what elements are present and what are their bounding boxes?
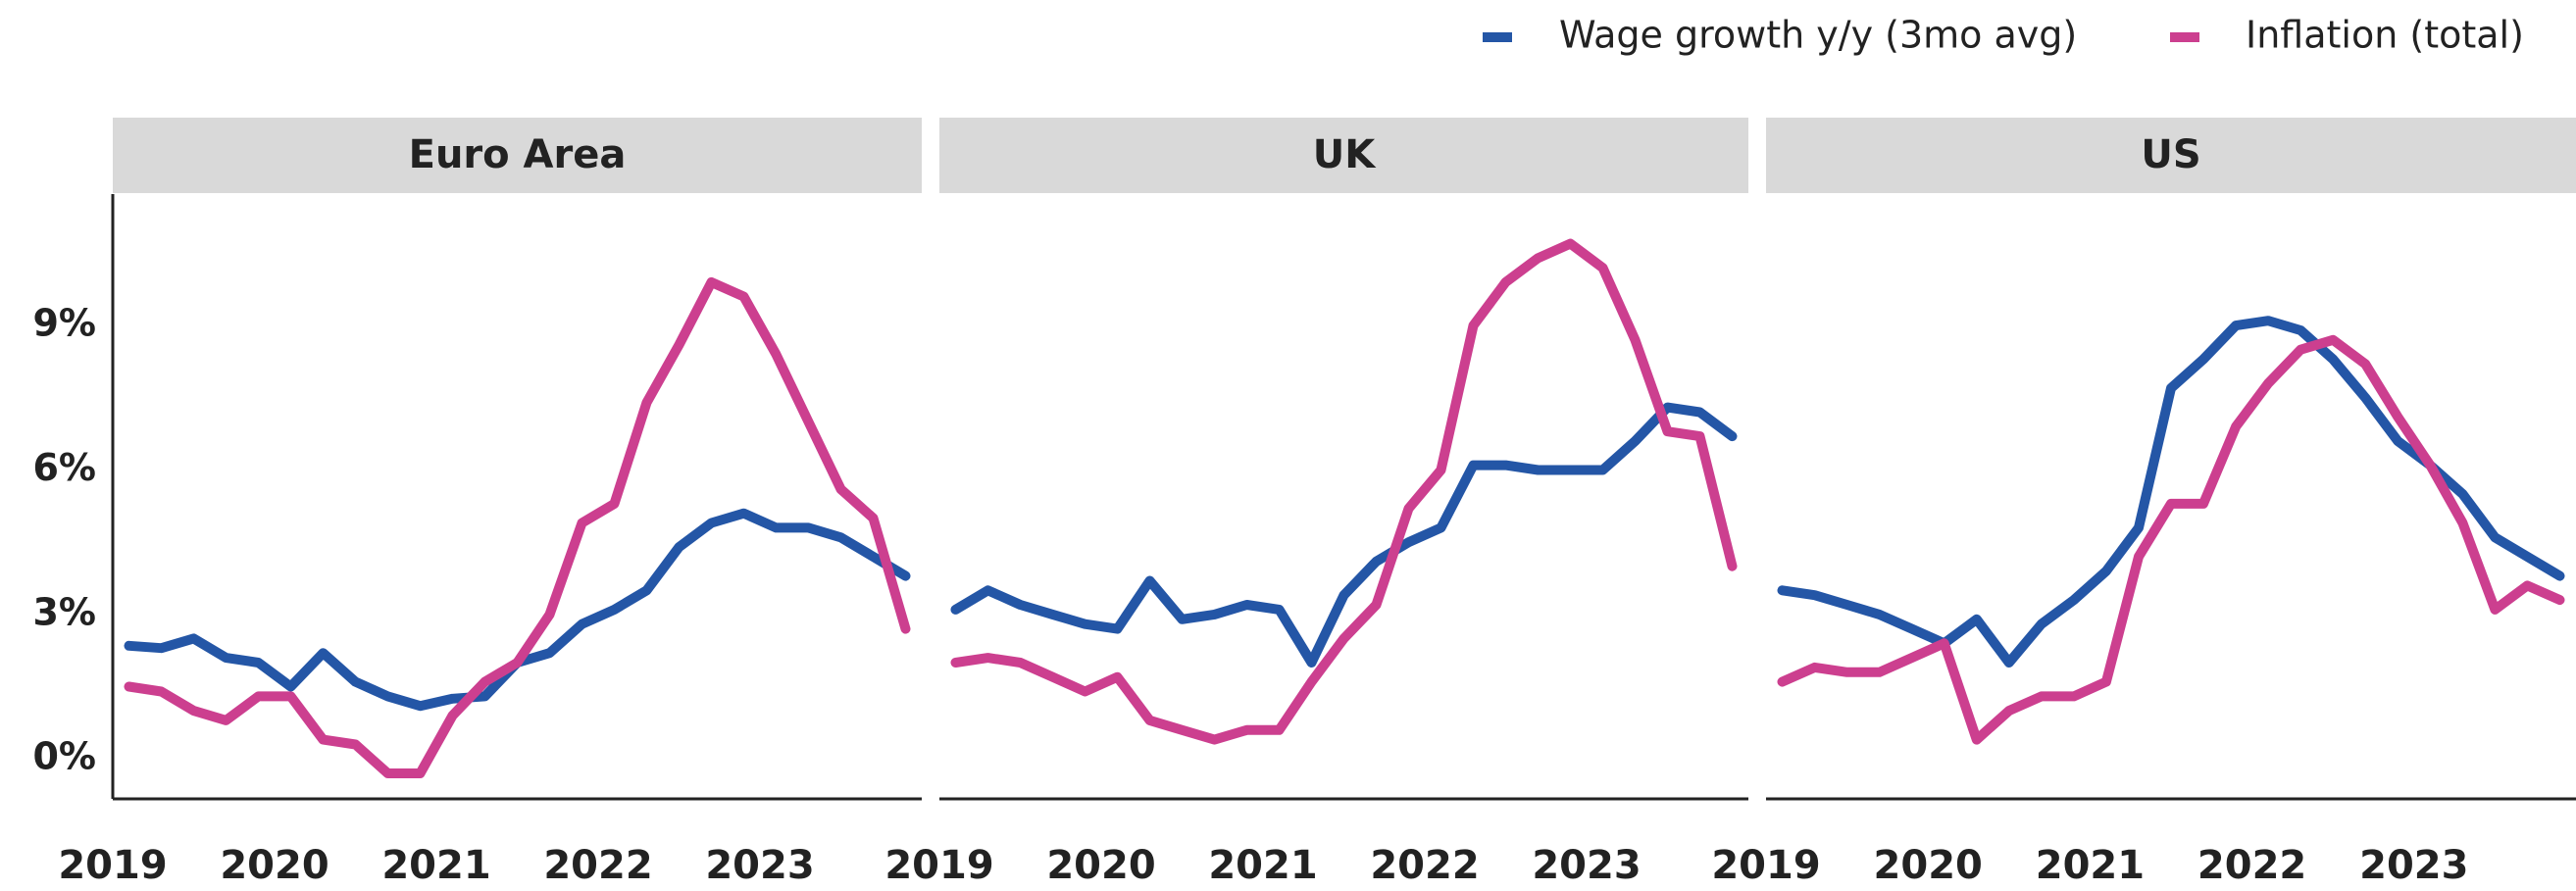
y-tick-label: 3% bbox=[32, 590, 96, 633]
series-line bbox=[950, 402, 1738, 668]
x-tick-label: 2021 bbox=[1208, 843, 1317, 888]
panel-strip bbox=[1766, 118, 2576, 193]
x-tick-label: 2019 bbox=[58, 843, 167, 888]
legend-label: Wage growth y/y (3mo avg) bbox=[1559, 14, 2077, 57]
x-tick-label: 2022 bbox=[543, 843, 652, 888]
series-line bbox=[124, 276, 911, 778]
x-tick-label: 2022 bbox=[1370, 843, 1479, 888]
x-tick-label: 2022 bbox=[2197, 843, 2306, 888]
x-tick-label: 2020 bbox=[1046, 843, 1155, 888]
panel-strip bbox=[113, 118, 922, 193]
legend-label: Inflation (total) bbox=[2246, 14, 2524, 57]
y-tick-label: 6% bbox=[32, 446, 96, 489]
x-tick-label: 2019 bbox=[884, 843, 993, 888]
x-tick-label: 2023 bbox=[705, 843, 814, 888]
x-tick-label: 2019 bbox=[1711, 843, 1820, 888]
x-tick-label: 2020 bbox=[1874, 843, 1983, 888]
x-tick-label: 2020 bbox=[220, 843, 328, 888]
panel-strip bbox=[939, 118, 1748, 193]
x-tick-label: 2023 bbox=[1532, 843, 1641, 888]
panel-title: Euro Area bbox=[409, 132, 627, 177]
panel-title: UK bbox=[1313, 132, 1377, 177]
series-line bbox=[124, 508, 911, 712]
series-line bbox=[1777, 334, 2565, 745]
x-tick-label: 2021 bbox=[2036, 843, 2145, 888]
x-tick-label: 2021 bbox=[381, 843, 490, 888]
x-tick-label: 2023 bbox=[2359, 843, 2468, 888]
y-tick-label: 9% bbox=[32, 302, 96, 345]
y-tick-label: 0% bbox=[32, 735, 96, 778]
series-line bbox=[950, 238, 1738, 745]
panel-title: US bbox=[2141, 132, 2200, 177]
